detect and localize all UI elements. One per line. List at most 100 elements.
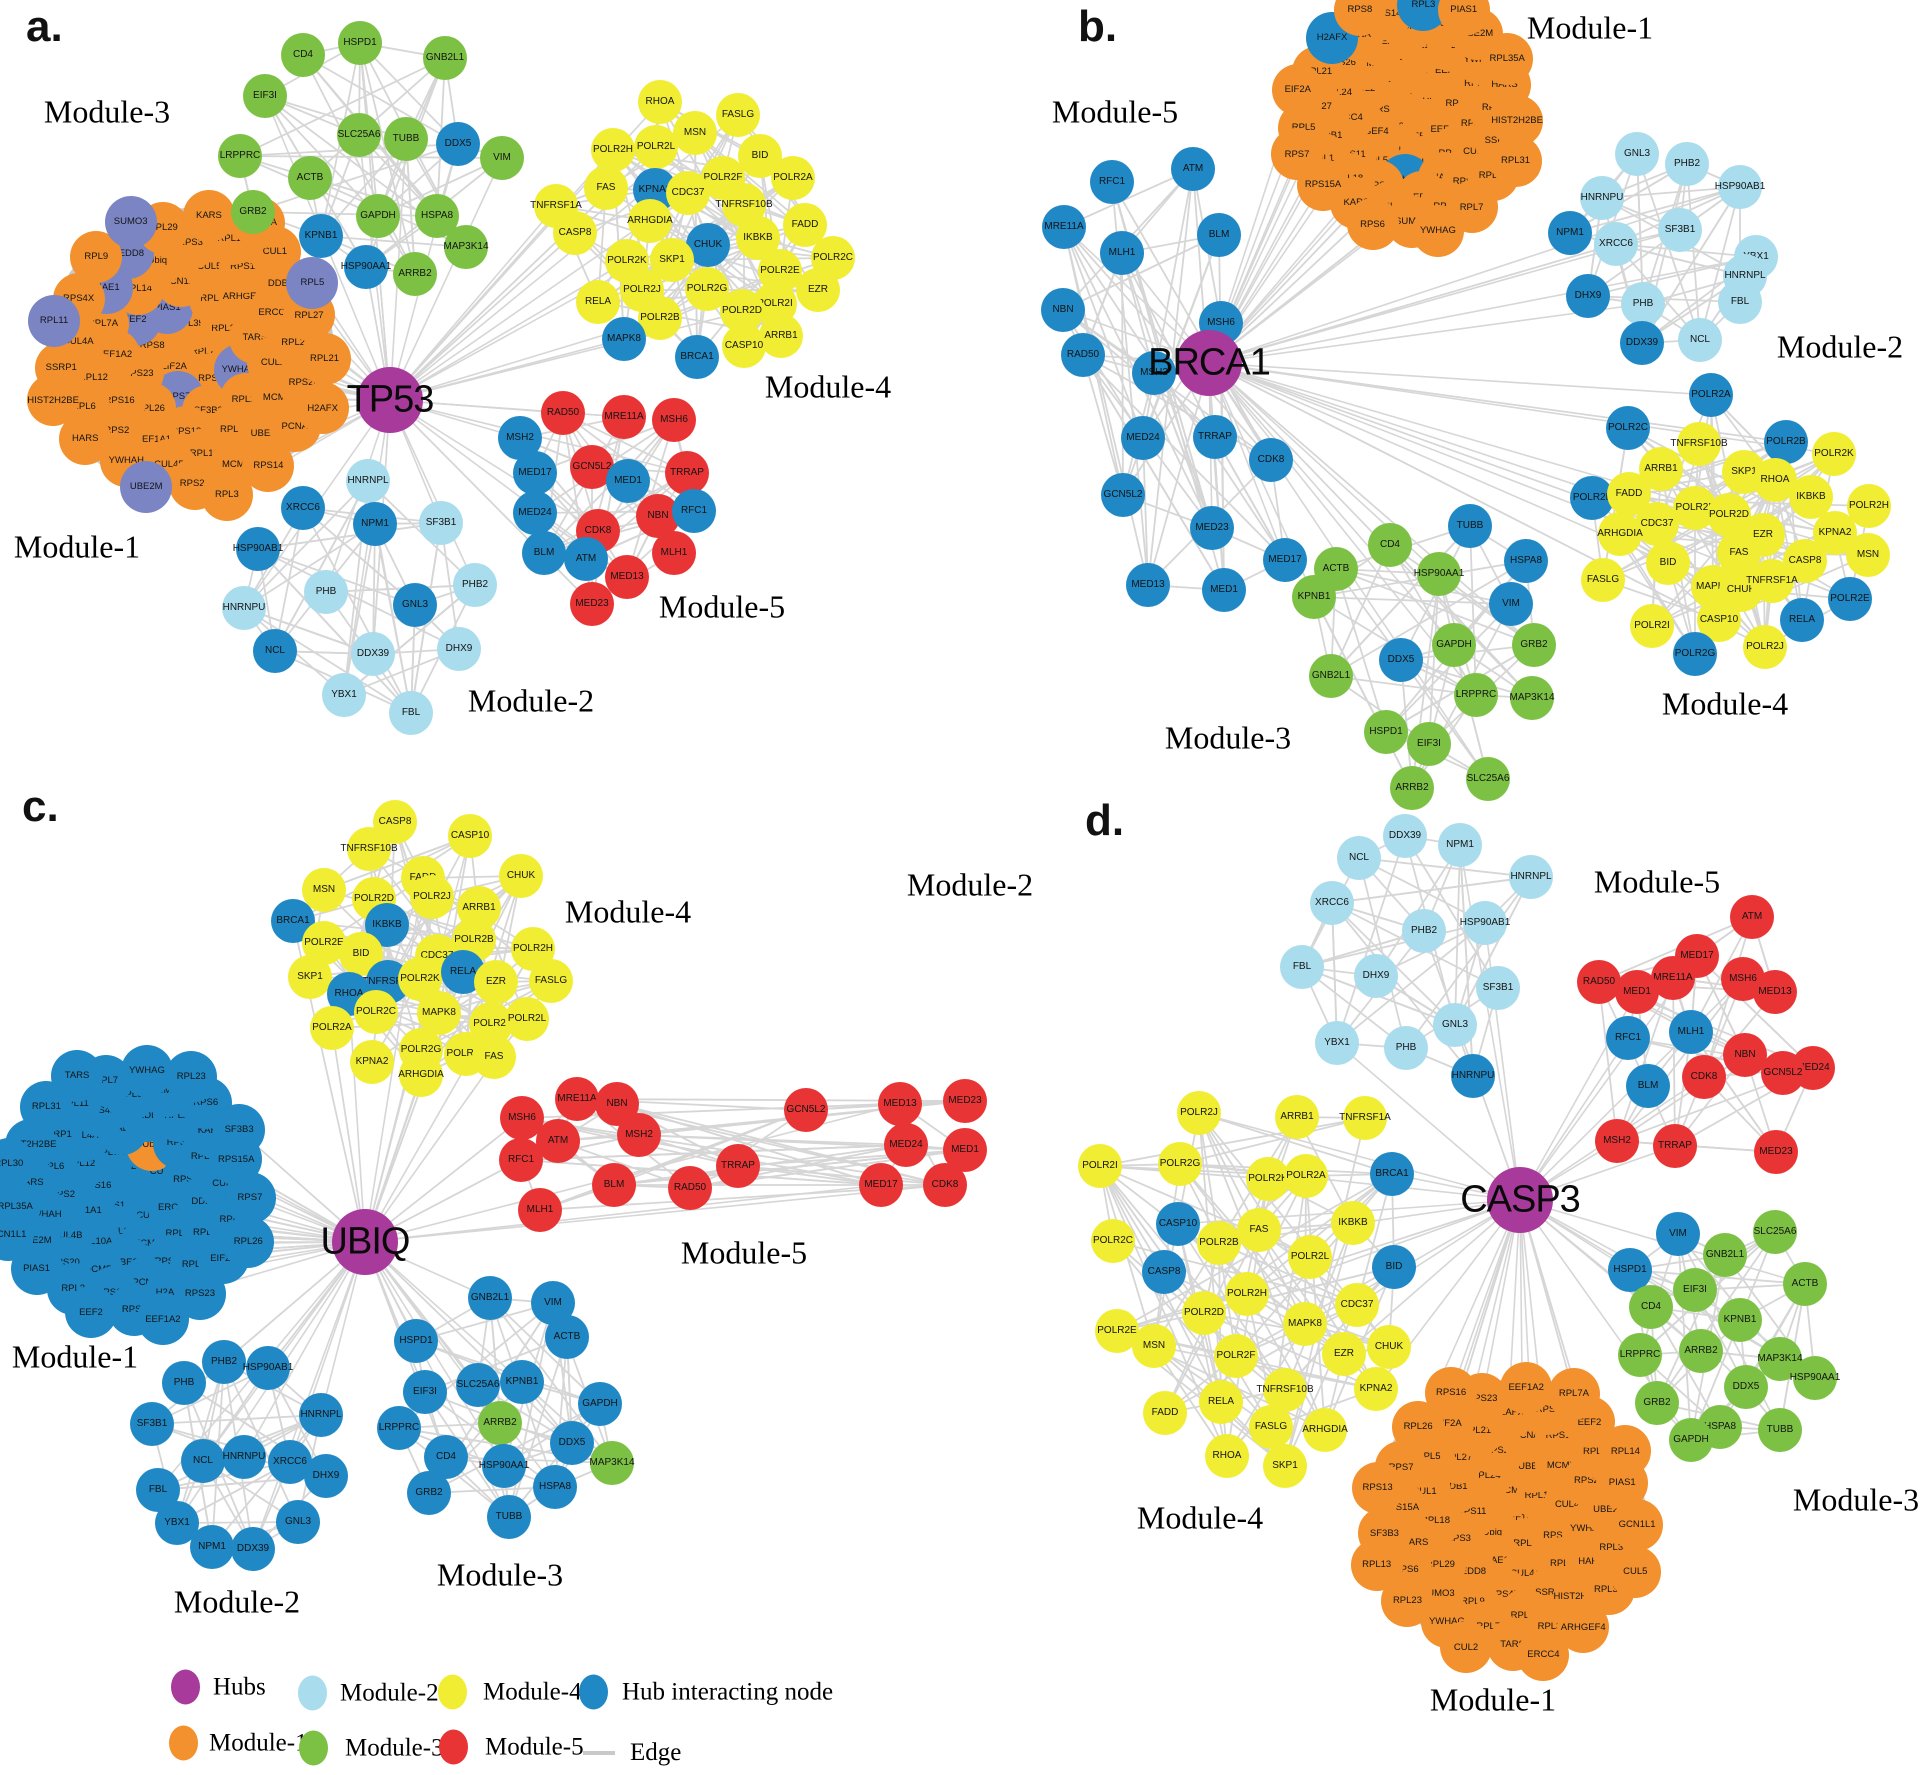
node-FBL: FBL <box>389 691 433 735</box>
node-BID: BID <box>1372 1245 1416 1289</box>
node-RPL5: RPL5 <box>286 256 339 309</box>
node-RPS7: RPS7 <box>1271 128 1324 181</box>
node-XRCC6: XRCC6 <box>1310 881 1354 925</box>
node-RFC1: RFC1 <box>672 489 716 533</box>
node-HSP90AB1: HSP90AB1 <box>1460 901 1510 945</box>
node-HNRNPL: HNRNPL <box>1509 855 1553 899</box>
module-label-Module-2: Module-2 <box>1776 328 1904 365</box>
node-KPNB1: KPNB1 <box>1292 575 1336 619</box>
node-POLR2C: POLR2C <box>354 990 398 1034</box>
node-YWHAG: YWHAG <box>1411 204 1464 257</box>
node-HNRNPU: HNRNPU <box>1580 176 1624 220</box>
panel-letter: a. <box>26 2 63 51</box>
node-CDK8: CDK8 <box>1249 438 1293 482</box>
node-DDX5: DDX5 <box>550 1421 594 1465</box>
node-EEF1A2: EEF1A2 <box>136 1293 189 1346</box>
node-RAD50: RAD50 <box>1577 960 1621 1004</box>
node-DDX39: DDX39 <box>231 1527 275 1571</box>
node-PHB: PHB <box>162 1361 206 1405</box>
node-TNFRSF1A: TNFRSF1A <box>1339 1096 1391 1140</box>
node-RPL3: RPL3 <box>200 468 253 521</box>
node-NCL: NCL <box>253 629 297 673</box>
node-MED24: MED24 <box>884 1123 928 1167</box>
node-BLM: BLM <box>522 531 566 575</box>
module-label-Module-1: Module-1 <box>1526 9 1654 46</box>
node-BID: BID <box>1646 541 1690 585</box>
node-GNL3: GNL3 <box>1433 1003 1477 1047</box>
edge-legend-swatch <box>583 1751 615 1755</box>
hub-legend-swatch <box>171 1669 200 1705</box>
node-MED23: MED23 <box>570 582 614 626</box>
node-GNB2L1: GNB2L1 <box>1703 1233 1747 1277</box>
node-TUBB: TUBB <box>384 117 428 161</box>
node-TRRAP: TRRAP <box>665 451 709 495</box>
node-ARHGDIA: ARHGDIA <box>1302 1408 1348 1452</box>
node-DDX5: DDX5 <box>1379 638 1423 682</box>
node-HSP90AA1: HSP90AA1 <box>341 245 391 289</box>
node-FAS: FAS <box>472 1035 516 1079</box>
module-label-Module-1: Module-1 <box>13 528 141 565</box>
node-VIM: VIM <box>480 136 524 180</box>
node-GRB2: GRB2 <box>1635 1381 1679 1425</box>
node-PHB2: PHB2 <box>453 563 497 607</box>
node-MAP3K14: MAP3K14 <box>589 1441 635 1485</box>
node-HSP90AB1: HSP90AB1 <box>1715 165 1765 209</box>
node-RPL31: RPL31 <box>1489 134 1542 187</box>
node-POLR2L: POLR2L <box>634 125 678 169</box>
node-MSH2: MSH2 <box>1132 351 1176 395</box>
node-RPL26: RPL26 <box>222 1216 275 1269</box>
node-HNRNPU: HNRNPU <box>222 586 266 630</box>
node-SUMO3: SUMO3 <box>104 195 157 248</box>
legend-item-module-1: Module-1 <box>169 1725 308 1761</box>
node-CDC37: CDC37 <box>666 171 710 215</box>
node-EIF3I: EIF3I <box>1673 1268 1717 1312</box>
node-KPNB1: KPNB1 <box>1718 1298 1762 1342</box>
module-label-Module-3: Module-3 <box>1792 1481 1920 1518</box>
node-MED13: MED13 <box>1126 563 1170 607</box>
legend-label: Module-3 <box>345 1734 444 1761</box>
node-MED1: MED1 <box>606 459 650 503</box>
module-label-Module-1: Module-1 <box>11 1338 139 1375</box>
node-PHB: PHB <box>1384 1026 1428 1070</box>
module-label-Module-5: Module-5 <box>658 588 786 625</box>
node-POLR2A: POLR2A <box>771 156 815 200</box>
node-MED13: MED13 <box>605 555 649 599</box>
node-ATM: ATM <box>536 1119 580 1163</box>
node-TUBB: TUBB <box>1448 504 1492 548</box>
node-POLR2E: POLR2E <box>1828 577 1872 621</box>
node-FAS: FAS <box>584 166 628 210</box>
node-MED17: MED17 <box>1675 934 1719 978</box>
module-label-Module-5: Module-5 <box>680 1234 808 1271</box>
node-POLR2D: POLR2D <box>1182 1291 1226 1335</box>
node-NPM1: NPM1 <box>353 502 397 546</box>
node-NCL: NCL <box>181 1439 225 1483</box>
node-CASP10: CASP10 <box>722 324 766 368</box>
node-HSPD1: HSPD1 <box>338 21 382 65</box>
node-LRPPRC: LRPPRC <box>1618 1333 1662 1377</box>
node-MAPK8: MAPK8 <box>417 991 461 1035</box>
node-HNRNPU: HNRNPU <box>1451 1054 1495 1098</box>
node-SLC25A6: SLC25A6 <box>337 113 381 157</box>
module-label-Module-5: Module-5 <box>1051 93 1179 130</box>
node-NCL: NCL <box>1678 318 1722 362</box>
node-CASP8: CASP8 <box>1142 1250 1186 1294</box>
node-RELA: RELA <box>576 280 620 324</box>
node-PHB2: PHB2 <box>202 1340 246 1384</box>
node-ACTB: ACTB <box>545 1315 589 1359</box>
node-LRPPRC: LRPPRC <box>1454 673 1498 717</box>
module-5-legend-swatch <box>439 1729 468 1765</box>
node-HSP90AA1: HSP90AA1 <box>1414 552 1464 596</box>
node-RFC1: RFC1 <box>499 1138 543 1182</box>
node-POLR2I: POLR2I <box>1078 1144 1122 1188</box>
node-MED17: MED17 <box>1263 538 1307 582</box>
node-EIF2A: EIF2A <box>1271 63 1324 116</box>
node-GRB2: GRB2 <box>407 1471 451 1515</box>
node-HSPD1: HSPD1 <box>1608 1248 1652 1292</box>
hub-label-TP53: TP53 <box>346 378 435 421</box>
node-BLM: BLM <box>1197 213 1241 257</box>
node-CDC37: CDC37 <box>1635 502 1679 546</box>
node-RPL13: RPL13 <box>1350 1538 1403 1591</box>
node-CHUK: CHUK <box>499 854 543 898</box>
hub-label-UBIQ: UBIQ <box>320 1220 411 1263</box>
node-RAD50: RAD50 <box>668 1166 712 1210</box>
